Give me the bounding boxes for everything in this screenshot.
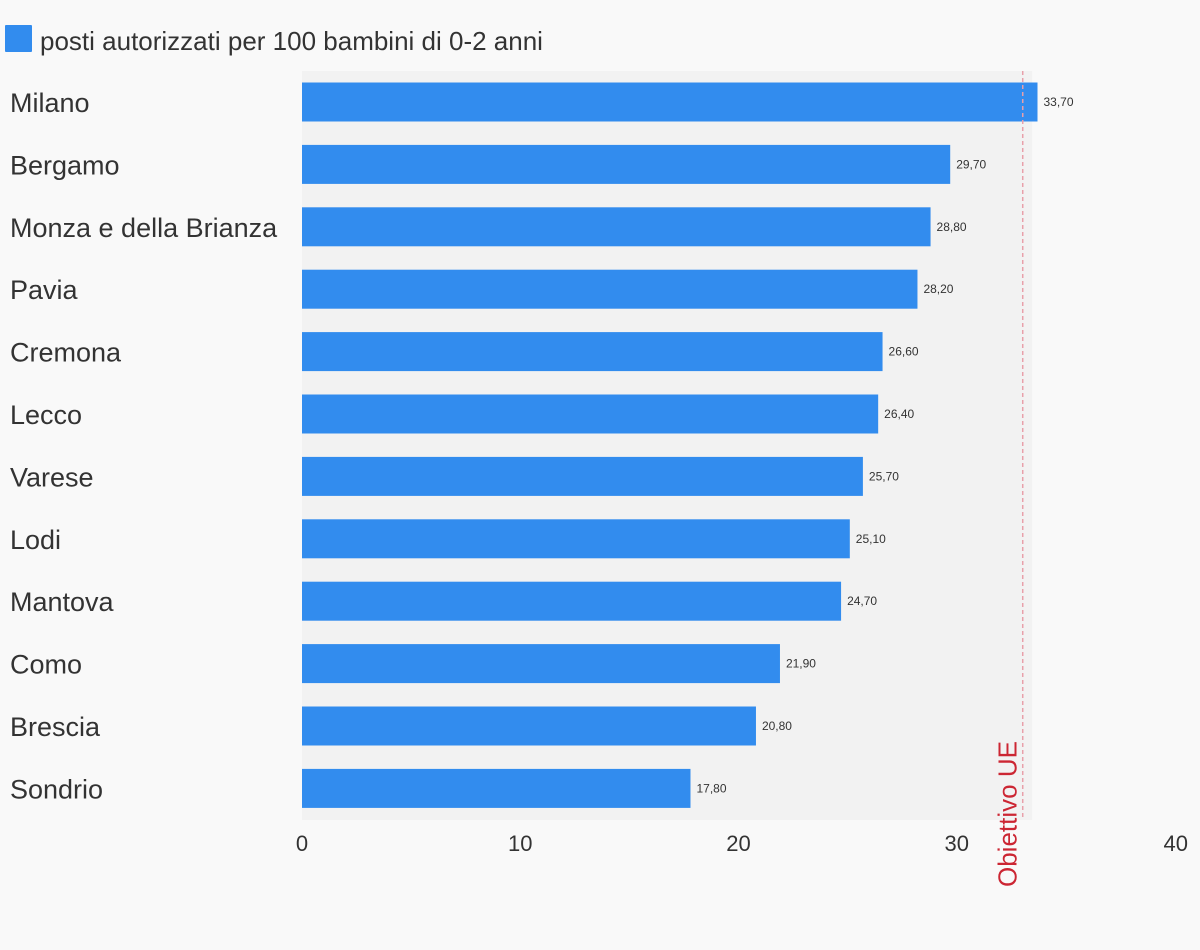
bar-0 (302, 82, 1038, 122)
legend-label: posti autorizzati per 100 bambini di 0-2… (40, 26, 543, 56)
bar-5 (302, 394, 879, 434)
category-label-5: Lecco (10, 400, 82, 430)
category-label-2: Monza e della Brianza (10, 213, 278, 243)
x-tick-label-1: 10 (508, 831, 532, 856)
bar-8 (302, 581, 842, 621)
x-tick-label-3: 30 (945, 831, 969, 856)
category-label-7: Lodi (10, 525, 61, 555)
x-tick-label-4: 40 (1164, 831, 1188, 856)
bar-6 (302, 456, 863, 496)
plot-area (302, 71, 1033, 820)
bar-1 (302, 144, 951, 184)
data-label-6: 25,70 (869, 469, 899, 483)
data-label-7: 25,10 (856, 532, 886, 546)
x-tick-label-0: 0 (296, 831, 308, 856)
bar-4 (302, 332, 883, 372)
bar-10 (302, 706, 756, 746)
reference-line-label: Obiettivo UE (993, 741, 1023, 887)
category-label-9: Como (10, 650, 82, 680)
bar-9 (302, 644, 780, 684)
category-label-3: Pavia (10, 275, 79, 305)
bar-11 (302, 768, 691, 808)
x-tick-label-2: 20 (726, 831, 750, 856)
bar-7 (302, 519, 850, 559)
category-label-8: Mantova (10, 587, 115, 617)
data-label-11: 17,80 (696, 781, 726, 795)
legend-swatch (5, 25, 32, 52)
bar-3 (302, 269, 918, 309)
category-label-0: Milano (10, 88, 90, 118)
data-label-0: 33,70 (1044, 95, 1074, 109)
category-label-1: Bergamo (10, 150, 120, 180)
data-label-9: 21,90 (786, 657, 816, 671)
bar-2 (302, 207, 931, 247)
category-label-10: Brescia (10, 712, 101, 742)
data-label-1: 29,70 (956, 157, 986, 171)
data-label-3: 28,20 (923, 282, 953, 296)
data-label-2: 28,80 (937, 220, 967, 234)
data-label-5: 26,40 (884, 407, 914, 421)
data-label-8: 24,70 (847, 594, 877, 608)
data-label-10: 20,80 (762, 719, 792, 733)
category-label-11: Sondrio (10, 774, 103, 804)
data-label-4: 26,60 (889, 345, 919, 359)
category-label-6: Varese (10, 462, 94, 492)
category-label-4: Cremona (10, 338, 122, 368)
